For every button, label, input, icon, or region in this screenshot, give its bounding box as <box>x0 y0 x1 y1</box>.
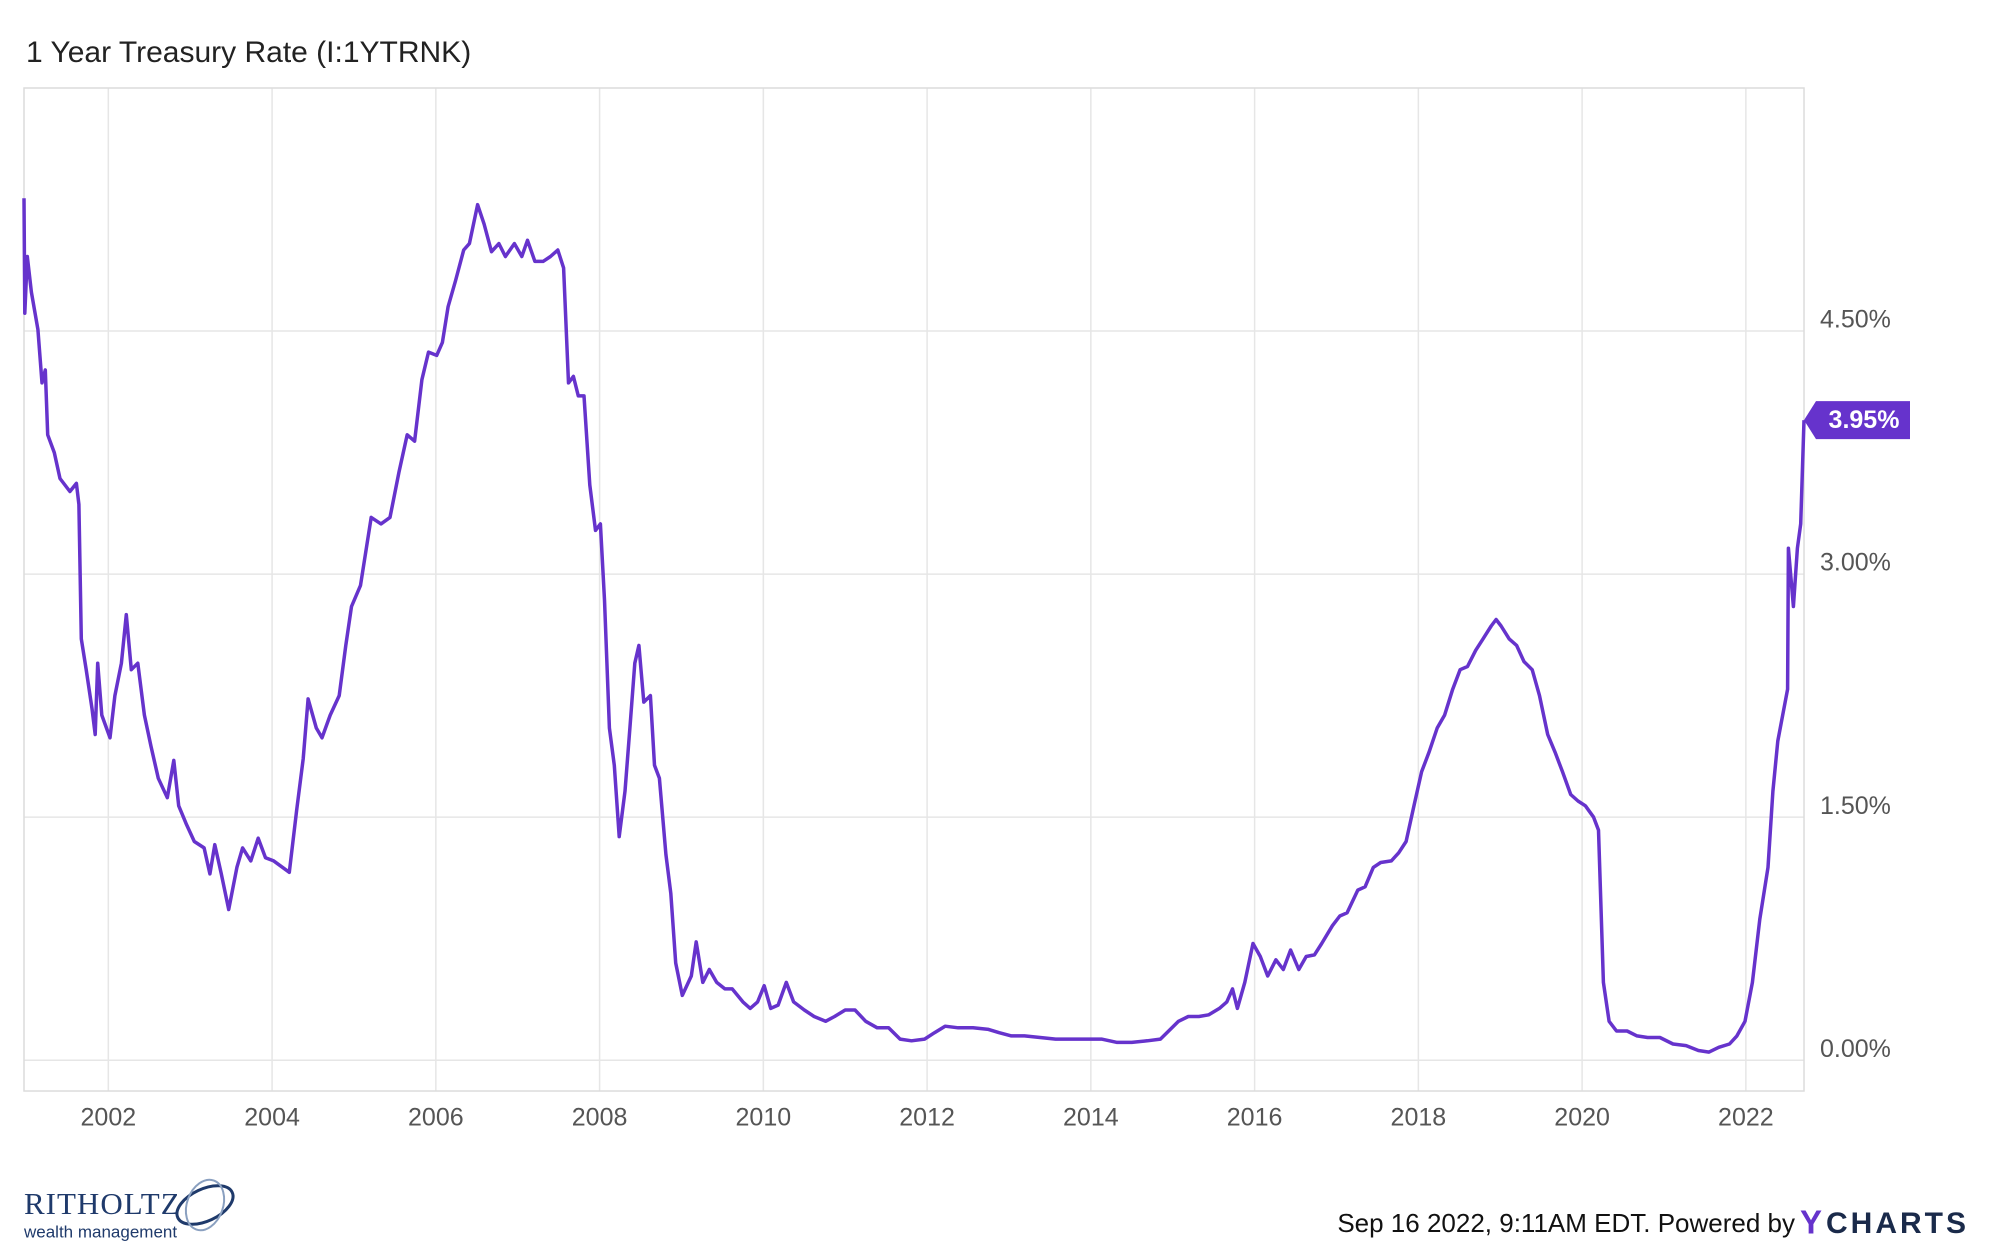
x-tick-label: 2020 <box>1554 1104 1610 1132</box>
y-tick-label: 1.50% <box>1820 792 1891 820</box>
x-tick-label: 2006 <box>408 1104 464 1132</box>
data-line <box>22 198 1806 1054</box>
x-tick-label: 2002 <box>81 1104 137 1132</box>
logo-swirl <box>175 1184 235 1226</box>
y-tick-label: 0.00% <box>1820 1035 1891 1063</box>
x-tick-label: 2014 <box>1063 1104 1119 1132</box>
footer-logo-mark: Y <box>1800 1204 1822 1241</box>
y-tick-label: 4.50% <box>1820 306 1891 334</box>
logo-swirl <box>184 1178 226 1232</box>
x-tick-label: 2022 <box>1718 1104 1774 1132</box>
footer-text: Sep 16 2022, 9:11AM EDT. Powered by <box>1337 1208 1795 1238</box>
chart-title: 1 Year Treasury Rate (I:1YTRNK) <box>26 36 471 69</box>
plot-frame <box>23 87 1805 1092</box>
y-tick-label: 3.00% <box>1820 549 1891 577</box>
x-tick-label: 2018 <box>1391 1104 1447 1132</box>
x-tick-label: 2004 <box>244 1104 300 1132</box>
footer-logo-text: CHARTS <box>1826 1207 1969 1240</box>
x-tick-label: 2008 <box>572 1104 628 1132</box>
last-value-badge <box>1804 401 1910 440</box>
grid <box>24 88 1804 1091</box>
last-value-label: 3.95% <box>1829 406 1900 434</box>
x-tick-label: 2010 <box>736 1104 792 1132</box>
brand-tagline: wealth management <box>23 1222 177 1241</box>
x-tick-label: 2012 <box>899 1104 955 1132</box>
x-tick-label: 2016 <box>1227 1104 1283 1132</box>
brand-logo: RITHOLTZ wealth management <box>23 1178 235 1241</box>
brand-name: RITHOLTZ <box>24 1186 181 1221</box>
